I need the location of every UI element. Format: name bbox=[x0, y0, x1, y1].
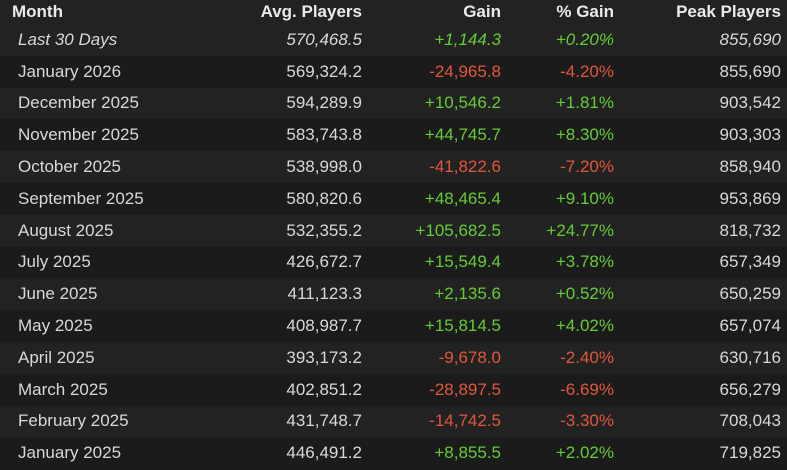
table-cell: 580,820.6 bbox=[205, 182, 362, 215]
table-cell: 538,998.0 bbox=[205, 151, 362, 183]
table-cell: +3.78% bbox=[507, 246, 624, 279]
table-cell: +2.02% bbox=[507, 437, 624, 470]
column-header: Avg. Players bbox=[205, 0, 362, 24]
table-cell: +0.20% bbox=[507, 24, 624, 56]
table-row: May 2025 408,987.7 +15,814.5 +4.02% 657,074 bbox=[0, 310, 787, 342]
table-cell: 858,940 bbox=[624, 151, 787, 183]
table-cell: April 2025 bbox=[0, 341, 205, 374]
table-cell: 903,542 bbox=[624, 87, 787, 120]
table-cell: 953,869 bbox=[624, 182, 787, 215]
table-cell: +24.77% bbox=[507, 214, 624, 247]
table-cell: 411,123.3 bbox=[205, 278, 362, 311]
table-cell: January 2026 bbox=[0, 55, 205, 88]
table-row: August 2025 532,355.2 +105,682.5 +24.77% 818… bbox=[0, 214, 787, 247]
table-cell: 855,690 bbox=[624, 55, 787, 88]
table-cell: -6.69% bbox=[507, 373, 624, 406]
table-cell: +105,682.5 bbox=[362, 214, 507, 247]
table-cell: January 2025 bbox=[0, 437, 205, 470]
table-cell: 408,987.7 bbox=[205, 310, 362, 342]
table-cell: 532,355.2 bbox=[205, 214, 362, 247]
table-cell: -14,742.5 bbox=[362, 405, 507, 438]
column-header: % Gain bbox=[507, 0, 624, 24]
table-cell: +44,745.7 bbox=[362, 119, 507, 152]
table-cell: December 2025 bbox=[0, 87, 205, 120]
table-cell: 657,349 bbox=[624, 246, 787, 279]
table-cell: 594,289.9 bbox=[205, 87, 362, 120]
table-cell: -9,678.0 bbox=[362, 341, 507, 374]
table-cell: 818,732 bbox=[624, 214, 787, 247]
table-cell: September 2025 bbox=[0, 182, 205, 215]
table-cell: June 2025 bbox=[0, 278, 205, 311]
table-cell: +9.10% bbox=[507, 182, 624, 215]
table-cell: 570,468.5 bbox=[205, 24, 362, 56]
table-cell: 903,303 bbox=[624, 119, 787, 152]
table-row: October 2025 538,998.0 -41,822.6 -7.20% 858,… bbox=[0, 151, 787, 183]
table-cell: +0.52% bbox=[507, 278, 624, 311]
table-cell: 650,259 bbox=[624, 278, 787, 311]
table-cell: Last 30 Days bbox=[0, 24, 205, 56]
table-row: Last 30 Days 570,468.5 +1,144.3 +0.20% 855,6… bbox=[0, 24, 787, 56]
table-cell: May 2025 bbox=[0, 310, 205, 342]
table-cell: -4.20% bbox=[507, 55, 624, 88]
table-cell: +48,465.4 bbox=[362, 182, 507, 215]
table-cell: July 2025 bbox=[0, 246, 205, 279]
table-cell: 657,074 bbox=[624, 310, 787, 342]
table-cell: +1,144.3 bbox=[362, 24, 507, 56]
table-cell: 569,324.2 bbox=[205, 55, 362, 88]
table-cell: 426,672.7 bbox=[205, 246, 362, 279]
table-row: July 2025 426,672.7 +15,549.4 +3.78% 657,349 bbox=[0, 246, 787, 279]
table-cell: +8,855.5 bbox=[362, 437, 507, 470]
table-cell: 431,748.7 bbox=[205, 405, 362, 438]
table-row: April 2025 393,173.2 -9,678.0 -2.40% 630,716 bbox=[0, 341, 787, 374]
table-cell: -41,822.6 bbox=[362, 151, 507, 183]
column-header: Gain bbox=[362, 0, 507, 24]
table-cell: 402,851.2 bbox=[205, 373, 362, 406]
table-cell: February 2025 bbox=[0, 405, 205, 438]
table-cell: 393,173.2 bbox=[205, 341, 362, 374]
table-cell: +15,814.5 bbox=[362, 310, 507, 342]
table-cell: 583,743.8 bbox=[205, 119, 362, 152]
table-cell: -7.20% bbox=[507, 151, 624, 183]
table-row: January 2026 569,324.2 -24,965.8 -4.20% 855,… bbox=[0, 55, 787, 88]
table-cell: +2,135.6 bbox=[362, 278, 507, 311]
table-cell: August 2025 bbox=[0, 214, 205, 247]
table-cell: +8.30% bbox=[507, 119, 624, 152]
table-row: November 2025 583,743.8 +44,745.7 +8.30% 903… bbox=[0, 119, 787, 152]
table-row: June 2025 411,123.3 +2,135.6 +0.52% 650,259 bbox=[0, 278, 787, 311]
table-row: September 2025 580,820.6 +48,465.4 +9.10% 95… bbox=[0, 182, 787, 215]
table-cell: +15,549.4 bbox=[362, 246, 507, 279]
table-cell: 708,043 bbox=[624, 405, 787, 438]
table-cell: -24,965.8 bbox=[362, 55, 507, 88]
table-row: January 2025 446,491.2 +8,855.5 +2.02% 719,8… bbox=[0, 437, 787, 470]
table-row: February 2025 431,748.7 -14,742.5 -3.30% 708… bbox=[0, 405, 787, 438]
table-cell: +4.02% bbox=[507, 310, 624, 342]
table-row: March 2025 402,851.2 -28,897.5 -6.69% 656,27… bbox=[0, 373, 787, 406]
table-cell: +1.81% bbox=[507, 87, 624, 120]
table-cell: October 2025 bbox=[0, 151, 205, 183]
table-cell: -2.40% bbox=[507, 341, 624, 374]
table-cell: 719,825 bbox=[624, 437, 787, 470]
header-row: Month Avg. Players Gain% Gain Peak Players bbox=[0, 0, 787, 24]
table-cell: November 2025 bbox=[0, 119, 205, 152]
table-cell: 855,690 bbox=[624, 24, 787, 56]
table-cell: +10,546.2 bbox=[362, 87, 507, 120]
table-cell: 630,716 bbox=[624, 341, 787, 374]
column-header: Month bbox=[0, 0, 205, 24]
table-cell: 656,279 bbox=[624, 373, 787, 406]
table-row: December 2025 594,289.9 +10,546.2 +1.81% 903… bbox=[0, 87, 787, 120]
table-cell: -3.30% bbox=[507, 405, 624, 438]
table-cell: 446,491.2 bbox=[205, 437, 362, 470]
table-cell: -28,897.5 bbox=[362, 373, 507, 406]
table-cell: March 2025 bbox=[0, 373, 205, 406]
column-header: Peak Players bbox=[624, 0, 787, 24]
